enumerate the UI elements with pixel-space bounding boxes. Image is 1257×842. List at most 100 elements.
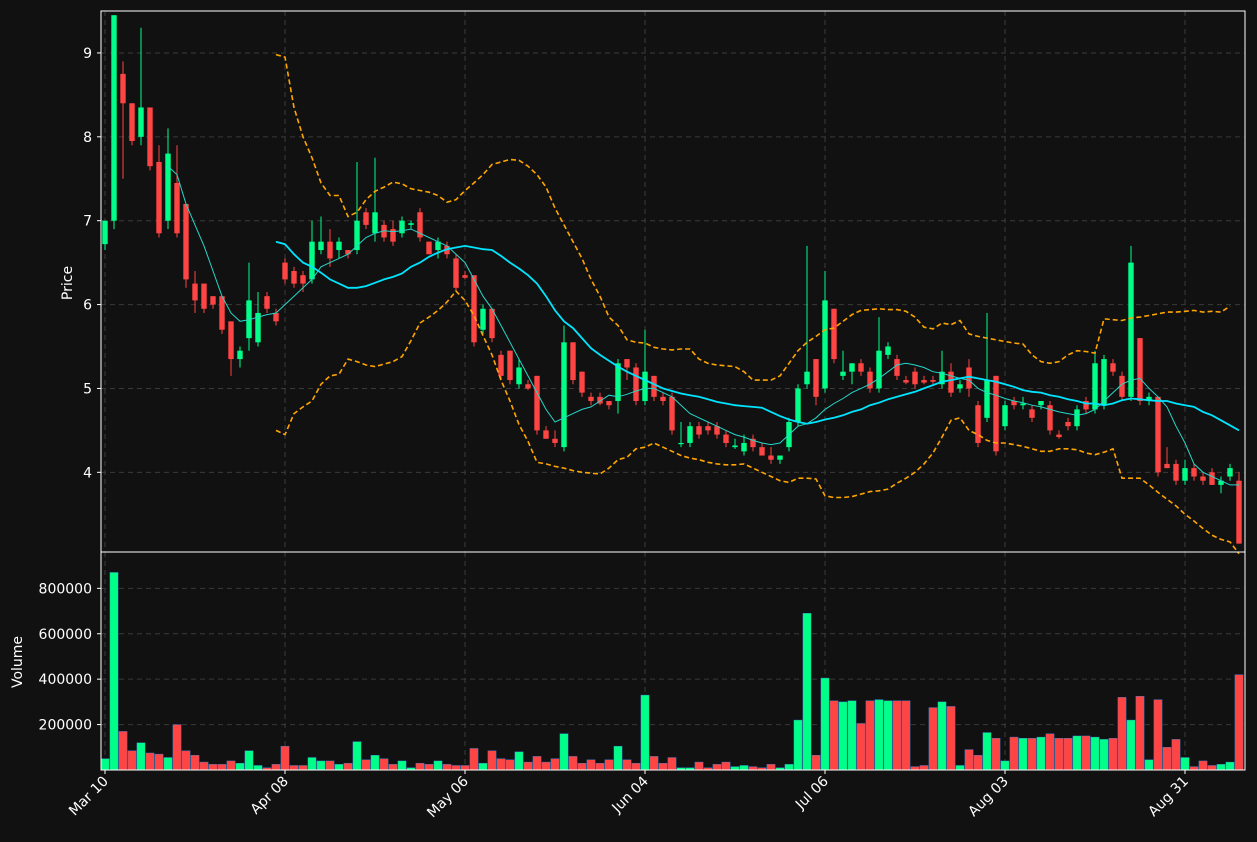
candle-body [174, 182, 180, 234]
candle-body [1065, 421, 1071, 427]
volume-bar [811, 755, 821, 771]
volume-bar [118, 731, 128, 771]
candle-body [732, 445, 738, 448]
volume-bar [289, 765, 299, 771]
candle-body [903, 380, 909, 383]
candle-body [363, 212, 369, 225]
candle-body [210, 296, 216, 305]
candle-body [1164, 463, 1170, 469]
volume-bar [325, 760, 335, 771]
candle-body [651, 375, 657, 397]
volume-bar [766, 764, 776, 771]
candle-body [1110, 363, 1116, 372]
volume-bar [1153, 699, 1163, 771]
candle-body [579, 371, 585, 393]
price-tick-label: 9 [83, 46, 92, 62]
volume-bar [667, 757, 677, 771]
volume-bar [838, 701, 848, 771]
volume-bar [442, 764, 452, 771]
volume-bar [595, 762, 605, 771]
volume-bar [235, 762, 245, 771]
candle-body [1119, 375, 1125, 397]
candle-body [912, 371, 918, 385]
volume-bar [1162, 747, 1172, 771]
candle-body [507, 350, 513, 381]
volume-bar [586, 759, 596, 771]
volume-bar [1135, 695, 1145, 771]
candle-body [1182, 468, 1188, 481]
candle-body [354, 220, 360, 251]
candle-body [876, 350, 882, 389]
volume-bar [604, 759, 614, 771]
candle-body [264, 296, 270, 309]
volume-bar [901, 700, 911, 771]
volume-bar [316, 760, 326, 771]
volume-bar [244, 750, 254, 771]
candle-body [1002, 405, 1008, 427]
volume-bar [1054, 738, 1064, 771]
candle-body [336, 241, 342, 251]
volume-bar [226, 760, 236, 771]
volume-bar [991, 738, 1001, 771]
volume-bar [1090, 736, 1100, 771]
volume-bar [145, 752, 155, 771]
volume-bar [1027, 738, 1037, 771]
candle-body [984, 380, 990, 418]
volume-bars [100, 572, 1244, 771]
volume-bar [631, 762, 641, 771]
candle-body [966, 367, 972, 389]
slow-moving-average-line [275, 240, 1240, 432]
volume-bar [109, 572, 119, 771]
candle-body [705, 426, 711, 431]
candle-body [993, 375, 999, 452]
volume-bar [730, 766, 740, 771]
volume-bar [334, 764, 344, 771]
candle-body [138, 107, 144, 137]
candle-body [435, 241, 441, 251]
volume-bar [1081, 735, 1091, 771]
volume-bar [919, 765, 929, 771]
candle-body [1236, 480, 1242, 544]
candle-body [849, 363, 855, 372]
candle-body [525, 384, 531, 389]
volume-bar [694, 761, 704, 771]
volume-grid [101, 552, 1245, 770]
candle-body [300, 275, 306, 284]
candle-body [840, 371, 846, 376]
candle-body [516, 367, 522, 385]
candle-body [1101, 359, 1107, 406]
volume-bar [361, 759, 371, 771]
volume-bar [568, 756, 578, 771]
volume-bar [955, 765, 965, 771]
volume-bar [271, 764, 281, 771]
volume-bar [523, 761, 533, 771]
volume-bar [478, 762, 488, 771]
candle-body [822, 300, 828, 389]
candle-body [588, 396, 594, 402]
volume-bar [658, 762, 668, 771]
candle-body [885, 346, 891, 355]
volume-bar [379, 758, 389, 771]
price-overlay-lines [167, 53, 1240, 555]
volume-bar [397, 760, 407, 771]
candle-body [1047, 405, 1053, 431]
volume-bar [136, 742, 146, 771]
volume-bar [1180, 757, 1190, 771]
candle-body [957, 384, 963, 389]
volume-bar [451, 765, 461, 771]
volume-tick-label: 400000 [39, 672, 92, 688]
candle-body [255, 312, 261, 343]
candle-body [1218, 480, 1224, 485]
candle-body [1155, 396, 1161, 473]
volume-bar [487, 750, 497, 771]
candle-body [678, 442, 684, 445]
price-tick-label: 7 [83, 214, 92, 230]
volume-bar [982, 732, 992, 771]
volume-bar [370, 755, 380, 771]
volume-bar [424, 764, 434, 771]
volume-bar [532, 756, 542, 771]
candle-body [345, 250, 351, 255]
candle-body [921, 380, 927, 383]
candle-body [1083, 401, 1089, 410]
volume-bar [1108, 738, 1118, 771]
